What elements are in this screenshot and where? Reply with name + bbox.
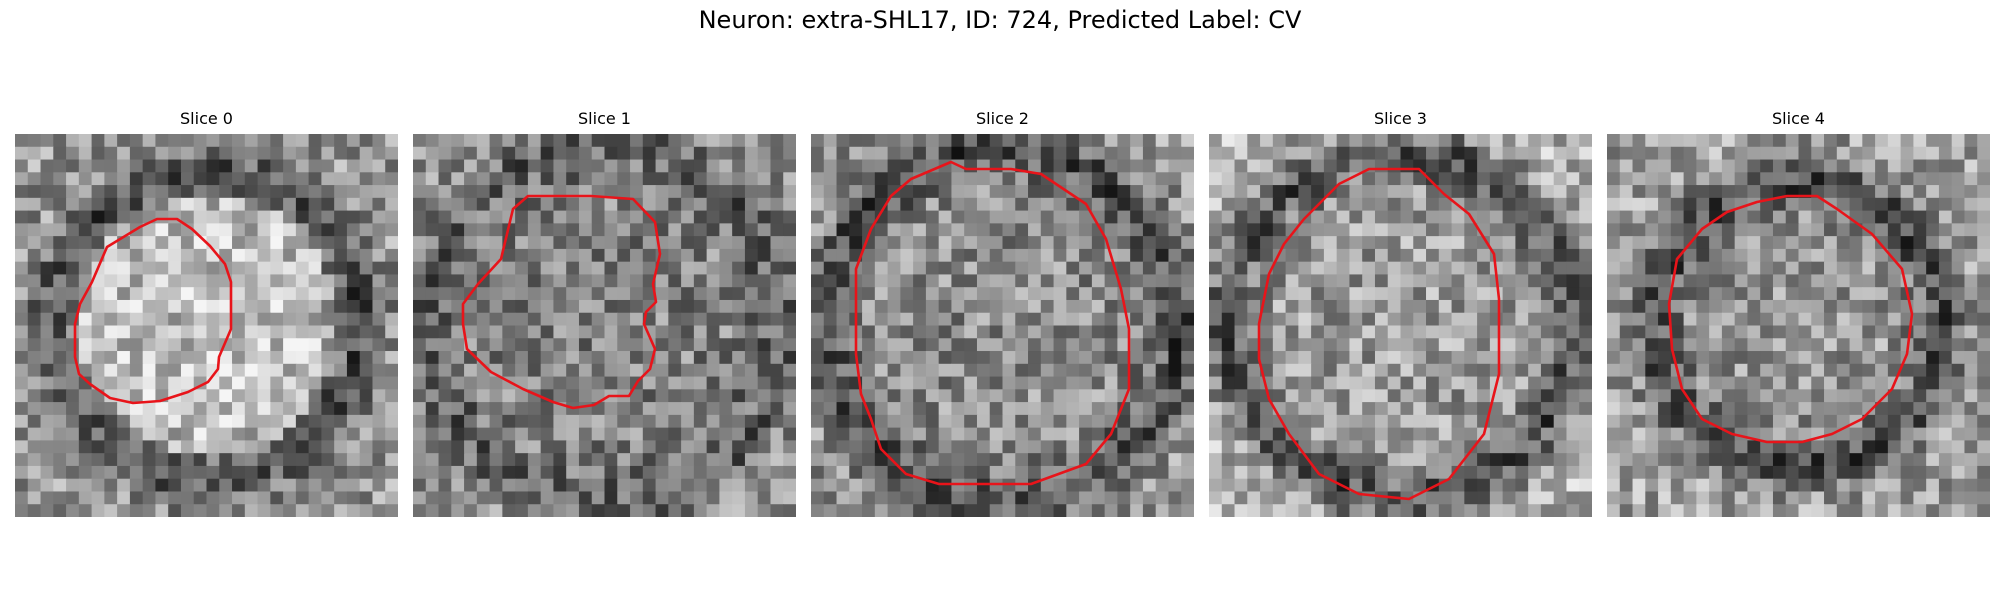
- pixel-grid: [413, 134, 796, 517]
- segmentation-contour: [461, 194, 662, 410]
- slice-title-2: Slice 2: [976, 109, 1029, 128]
- segmentation-contour: [73, 217, 233, 405]
- slice-panel-1: Slice 1: [413, 108, 796, 517]
- pixel-grid: [15, 134, 398, 517]
- figure-title: Neuron: extra-SHL17, ID: 724, Predicted …: [698, 6, 1302, 34]
- slice-panel-4: Slice 4: [1607, 108, 1990, 517]
- slice-image-1: [413, 134, 796, 517]
- slice-panel-0: Slice 0: [15, 108, 398, 517]
- pixel-grid: [811, 134, 1194, 517]
- slice-image-4: [1607, 134, 1990, 517]
- slice-image-3: [1209, 134, 1592, 517]
- slice-title-3: Slice 3: [1374, 109, 1427, 128]
- segmentation-contour: [854, 160, 1131, 486]
- slice-title-1: Slice 1: [578, 109, 631, 128]
- slice-panel-2: Slice 2: [811, 108, 1194, 517]
- segmentation-contour: [1667, 194, 1914, 444]
- slice-title-0: Slice 0: [180, 109, 233, 128]
- pixel-grid: [1209, 134, 1592, 517]
- slice-image-0: [15, 134, 398, 517]
- pixel-grid: [1607, 134, 1990, 517]
- slice-panel-3: Slice 3: [1209, 108, 1592, 517]
- slice-panels: Slice 0 Slice 1 Slice 2 Slice 3 Slice 4: [15, 108, 1990, 517]
- slice-image-2: [811, 134, 1194, 517]
- slice-title-4: Slice 4: [1772, 109, 1825, 128]
- segmentation-contour: [1257, 167, 1501, 501]
